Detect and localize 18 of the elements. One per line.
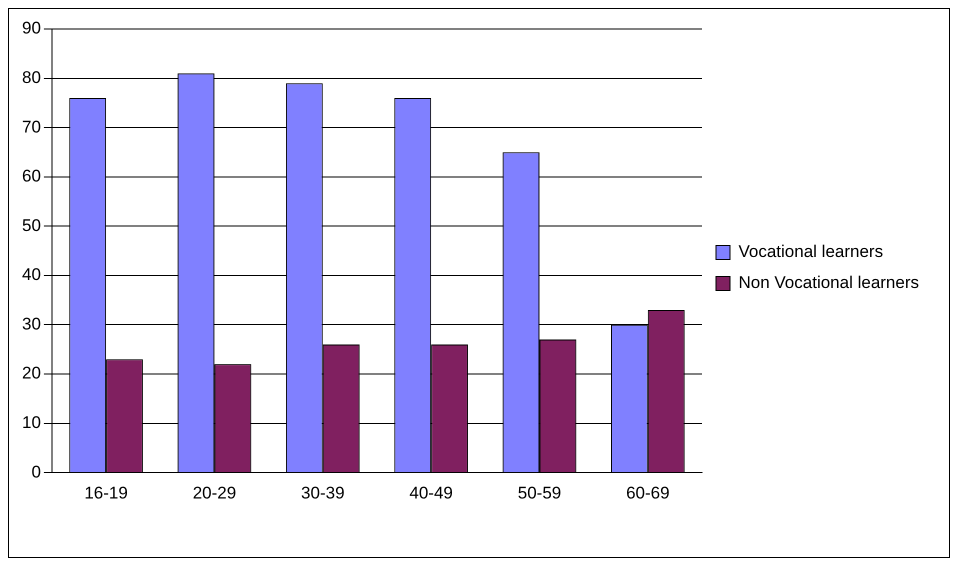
legend-label: Vocational learners: [738, 242, 884, 262]
x-tick-label: 50-59: [518, 483, 562, 502]
x-tick-label: 40-49: [409, 483, 453, 502]
y-tick-label: 0: [31, 462, 41, 482]
y-tick-label: 90: [22, 18, 41, 38]
x-tick-label: 60-69: [626, 483, 670, 502]
y-tick-label: 20: [22, 364, 41, 383]
x-tick-label: 30-39: [301, 483, 345, 502]
y-tick-label: 70: [22, 117, 41, 136]
y-tick-label: 30: [22, 314, 41, 334]
y-tick-label: 60: [22, 166, 41, 186]
y-tick-label: 50: [22, 216, 41, 235]
legend-label: Non Vocational learners: [738, 273, 920, 292]
x-tick-label: 20-29: [192, 483, 236, 502]
y-tick-label: 10: [22, 413, 41, 432]
y-tick-label: 40: [22, 265, 41, 284]
y-tick-label: 80: [22, 68, 41, 87]
x-tick-label: 16-19: [84, 483, 128, 502]
